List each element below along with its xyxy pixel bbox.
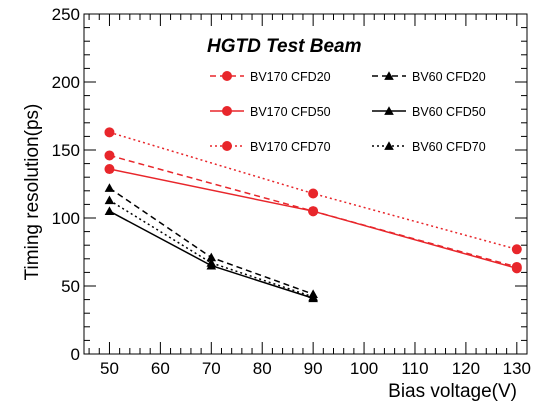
y-tick-label: 0 — [71, 345, 80, 364]
data-point — [104, 183, 115, 192]
x-tick-label: 60 — [151, 359, 170, 378]
data-point — [308, 188, 319, 199]
x-tick-label: 80 — [253, 359, 272, 378]
chart-title: HGTD Test Beam — [207, 36, 362, 57]
series-line — [109, 199, 314, 298]
data-point — [511, 244, 522, 255]
data-point — [511, 263, 522, 274]
data-point — [104, 164, 115, 175]
legend-label: BV60 CFD20 — [412, 70, 486, 84]
data-point — [104, 206, 115, 216]
data-point — [308, 206, 319, 217]
series-line — [109, 168, 518, 270]
legend-label: BV170 CFD70 — [250, 140, 331, 154]
data-point — [308, 292, 318, 301]
y-tick-label: 200 — [52, 73, 80, 92]
legend: BV170 CFD20 BV60 CFD20 BV170 CFD50 BV60 CFD… — [210, 70, 486, 154]
legend-marker — [222, 106, 232, 116]
data-point — [104, 195, 115, 205]
x-tick-label: 120 — [452, 359, 480, 378]
legend-label: BV60 CFD50 — [412, 105, 486, 119]
plot-frame — [83, 13, 528, 355]
x-tick-label: 50 — [100, 359, 119, 378]
y-tick-label: 50 — [61, 277, 80, 296]
x-tick-label: 70 — [202, 359, 221, 378]
data-point — [104, 150, 115, 161]
x-tick-label: 130 — [503, 359, 531, 378]
legend-label: BV170 CFD20 — [250, 70, 331, 84]
series-line — [109, 131, 518, 251]
x-axis-label: Bias voltage(V) — [388, 381, 517, 401]
legend-marker — [384, 141, 394, 150]
plot-area: 0 50 100 150 200 250 50 60 70 80 90 100 110 120 130 — [52, 5, 531, 378]
y-tick-label: 250 — [52, 5, 80, 24]
series-line — [109, 187, 314, 295]
x-tick-label: 90 — [304, 359, 323, 378]
legend-marker — [384, 71, 394, 80]
y-axis-label: Timing resolution(ps) — [22, 104, 43, 281]
legend-marker — [222, 71, 232, 81]
legend-marker — [384, 106, 394, 115]
x-tick-label: 100 — [350, 359, 378, 378]
y-tick-label: 150 — [52, 141, 80, 160]
legend-marker — [222, 141, 232, 151]
legend-label: BV60 CFD70 — [412, 140, 486, 154]
data-point — [104, 127, 115, 138]
x-tick-label: 110 — [401, 359, 428, 378]
data-point — [206, 252, 217, 262]
y-tick-label: 100 — [52, 209, 80, 228]
data-point — [206, 258, 217, 267]
legend-label: BV170 CFD50 — [250, 105, 331, 119]
